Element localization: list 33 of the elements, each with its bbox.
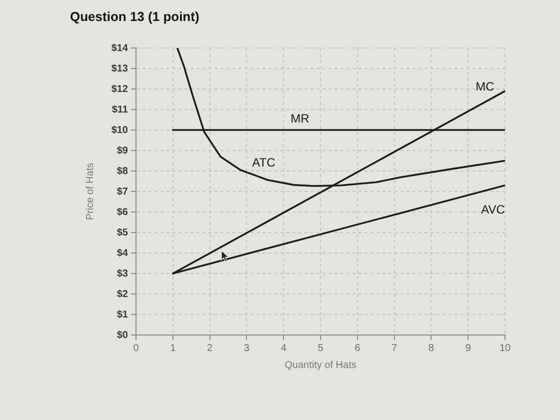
x-tick-label: 0 — [133, 342, 140, 354]
x-tick-label: 7 — [392, 342, 398, 354]
y-tick-label: $2 — [116, 288, 128, 300]
y-tick-label: $0 — [116, 330, 128, 341]
y-tick-label: $9 — [116, 145, 128, 156]
x-tick-label: 5 — [318, 342, 324, 354]
x-tick-label: 6 — [354, 342, 361, 354]
series-label: AVC — [481, 202, 506, 217]
y-tick-label: $8 — [116, 166, 128, 177]
y-tick-label: $7 — [116, 186, 128, 198]
y-tick-label: $11 — [112, 104, 128, 116]
series-label: MC — [476, 79, 495, 94]
x-tick-label: 1 — [170, 342, 176, 354]
y-tick-label: $3 — [116, 268, 128, 280]
x-tick-label: 2 — [207, 342, 214, 354]
chart-title: Question 13 (1 point) — [70, 9, 200, 24]
y-tick-label: $12 — [111, 84, 128, 95]
series-label: ATC — [252, 155, 276, 170]
y-axis-title: Price of Hats — [84, 162, 96, 220]
x-tick-label: 8 — [428, 342, 434, 354]
y-tick-label: $13 — [111, 63, 128, 74]
y-tick-label: $5 — [116, 227, 128, 238]
y-tick-label: $4 — [116, 248, 128, 259]
y-tick-label: $1 — [116, 309, 128, 320]
y-tick-label: $6 — [116, 206, 128, 218]
x-tick-label: 3 — [244, 342, 250, 354]
series-label: MR — [290, 111, 310, 126]
x-tick-label: 4 — [280, 342, 287, 354]
x-tick-label: 9 — [465, 342, 472, 354]
x-tick-label: 10 — [499, 342, 511, 354]
y-tick-label: $14 — [111, 42, 128, 54]
x-axis-title: Quantity of Hats — [284, 360, 356, 371]
y-tick-label: $10 — [111, 124, 128, 136]
